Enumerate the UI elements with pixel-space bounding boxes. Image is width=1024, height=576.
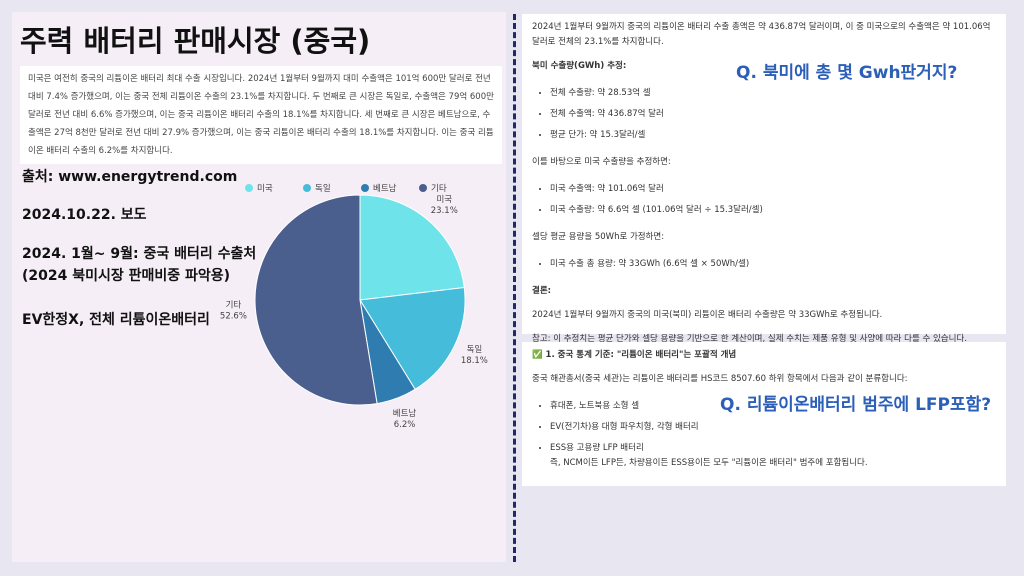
list-item: ESS용 고용량 LFP 배터리 (550, 438, 996, 459)
slice-label: 독일 (467, 345, 483, 355)
list: 미국 수출 총 용량: 약 33GWh (6.6억 셀 × 50Wh/셀) (532, 254, 996, 275)
list-item: 미국 수출 총 용량: 약 33GWh (6.6억 셀 × 50Wh/셀) (550, 254, 996, 275)
slice-value: 18.1% (461, 356, 488, 366)
list: 전체 수출량: 약 28.53억 셀 전체 수출액: 약 436.87억 달러 … (532, 83, 996, 146)
paragraph: 셀당 평균 용량을 50Wh로 가정하면: (532, 232, 665, 242)
heading: ✅ 1. 중국 통계 기준: "리튬이온 배터리"는 포괄적 개념 (532, 350, 737, 360)
legend-label: 기타 (431, 184, 447, 194)
slice-label: 기타 (226, 300, 242, 310)
paragraph: 2024년 1월부터 9월까지 중국의 미국(북미) 리튬이온 배터리 수출량은… (532, 310, 883, 320)
list-item: 평균 단가: 약 15.3달러/셀 (550, 125, 996, 146)
slice-value: 52.6% (220, 311, 247, 321)
pie-slice (359, 194, 465, 301)
legend-label: 베트남 (373, 184, 397, 194)
pie-slice (359, 286, 466, 391)
paragraph: 즉, NCM이든 LFP든, 차량용이든 ESS용이든 모두 "리튬이온 배터리… (550, 458, 868, 468)
list-item: 휴대폰, 노트북용 소형 셀 (550, 396, 996, 417)
legend-label: 미국 (257, 184, 273, 194)
heading: 결론: (532, 286, 552, 296)
category-box: ✅ 1. 중국 통계 기준: "리튬이온 배터리"는 포괄적 개념 중국 해관총… (522, 342, 1006, 486)
paragraph: 이를 바탕으로 미국 수출량을 추정하면: (532, 157, 671, 167)
slide-title: 주력 배터리 판매시장 (중국) (20, 24, 371, 58)
note: EV한정X, 전체 리튬이온배터리 (22, 312, 210, 328)
slice-value: 23.1% (431, 206, 458, 216)
legend-swatch (303, 184, 311, 192)
slice-label: 베트남 (393, 409, 417, 419)
note: 2024.10.22. 보도 (22, 207, 147, 223)
divider (513, 14, 516, 562)
list-item: 전체 수출량: 약 28.53억 셀 (550, 83, 996, 104)
list: 휴대폰, 노트북용 소형 셀 EV(전기차)용 대형 파우치형, 각형 배터리 … (532, 396, 996, 459)
slice-value: 6.2% (394, 420, 416, 430)
note: 2024. 1월~ 9월: 중국 배터리 수출처 (22, 246, 257, 262)
legend-swatch (361, 184, 369, 192)
list: 미국 수출액: 약 101.06억 달러 미국 수출량: 약 6.6억 셀 (1… (532, 179, 996, 221)
note: (2024 북미시장 판매비중 파악용) (22, 268, 231, 284)
legend-swatch (245, 184, 253, 192)
legend-swatch (419, 184, 427, 192)
pie-slice (254, 194, 378, 406)
list-item: 미국 수출액: 약 101.06억 달러 (550, 179, 996, 200)
list-item: 전체 수출액: 약 436.87억 달러 (550, 104, 996, 125)
question: Q. 리튬이온배터리 범주에 LFP포함? (720, 395, 992, 415)
paragraph: 참고: 이 추정치는 평균 단가와 셀당 용량을 기반으로 한 계산이며, 실제… (532, 334, 967, 344)
slice-label: 미국 (436, 195, 452, 205)
paragraph: 2024년 1월부터 9월까지 중국의 리튬이온 배터리 수출 총액은 약 43… (532, 22, 991, 47)
article-excerpt: 미국은 여전히 중국의 리튬이온 배터리 최대 수출 시장입니다. 2024년 … (20, 66, 502, 164)
heading: 북미 수출량(GWh) 추정: (532, 61, 627, 71)
legend-label: 독일 (315, 184, 331, 194)
list-item: EV(전기차)용 대형 파우치형, 각형 배터리 (550, 417, 996, 438)
list-item: 미국 수출량: 약 6.6억 셀 (101.06억 달러 ÷ 15.3달러/셀) (550, 200, 996, 221)
note: 출처: www.energytrend.com (22, 169, 238, 185)
estimate-box: 2024년 1월부터 9월까지 중국의 리튬이온 배터리 수출 총액은 약 43… (522, 14, 1006, 344)
question: Q. 북미에 총 몇 Gwh판거지? (736, 63, 958, 83)
paragraph: 중국 해관총서(중국 세관)는 리튬이온 배터리를 HS코드 8507.60 하… (532, 374, 908, 384)
